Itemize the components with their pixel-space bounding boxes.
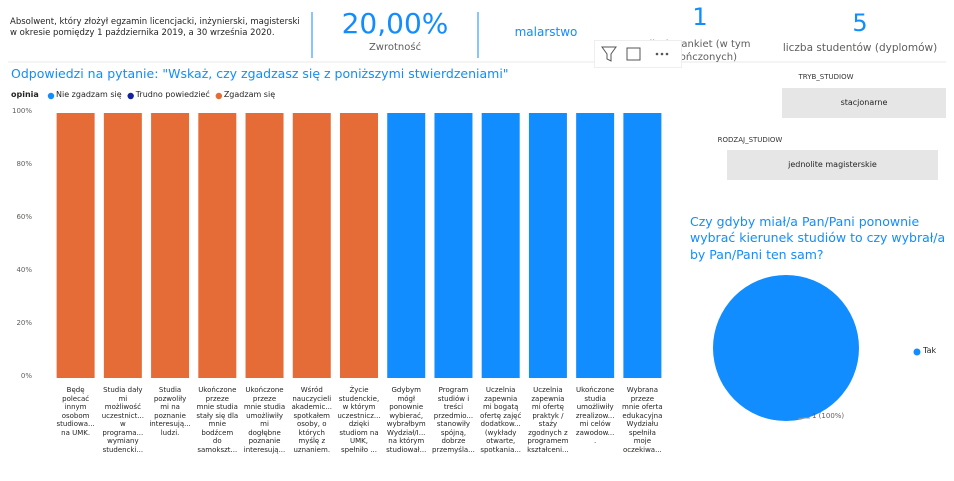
slicer-value[interactable]: jednolite magisterskie (727, 150, 938, 180)
x-tick-label: Studia pozwoliły mi na poznanie interesu… (149, 386, 191, 437)
focus-icon[interactable] (626, 47, 641, 61)
description: Absolwent, który złożył egzamin licencja… (10, 17, 300, 38)
kpi-label: Zwrotność (368, 42, 422, 53)
legend-label: Zgadzam się (223, 90, 276, 99)
toolbar-icons (601, 46, 669, 62)
bar-segment (434, 113, 473, 378)
legend-title: opinia (11, 90, 39, 99)
y-tick-label: 0% (20, 372, 32, 380)
legend-label: Trudno powiedzieć (135, 90, 210, 99)
legend-label: Nie zgadzam się (56, 90, 122, 99)
visual-toolbar[interactable] (594, 40, 682, 68)
x-tick-label: Program studiów i treści przedmio... sta… (432, 386, 475, 454)
more-icon[interactable] (665, 52, 669, 56)
bar-segment (623, 113, 662, 378)
slicer-title: TRYB_STUDIOW (798, 73, 854, 81)
legend-marker (47, 92, 55, 100)
y-tick-label: 80% (16, 160, 32, 168)
data-label: 1 (100%) (812, 412, 845, 420)
x-tick-label: Ukończone przeze mnie studia stały się d… (196, 386, 239, 454)
kpi-value: malarstwo (514, 25, 578, 39)
y-tick-label: 20% (16, 319, 32, 327)
x-tick-label: Uczelnia zapewnia mi ofertę praktyk / st… (527, 386, 569, 454)
legend-marker (127, 92, 134, 100)
x-tick-label: Studia dały mi możliwość uczestnict... w… (101, 386, 144, 454)
y-tick-label: 40% (16, 266, 32, 274)
bar-segment (340, 113, 378, 378)
chart-title: Czy gdyby miał/a Pan/Pani ponownie wybra… (690, 214, 946, 262)
x-tick-label: Uczelnia zapewnia mi bogatą ofertę zajęć… (480, 386, 522, 454)
y-tick-label: 100% (11, 107, 32, 115)
x-tick-label: Gdybym mógł ponownie wybierać, wybrałbym… (386, 386, 427, 454)
bar-segment (528, 113, 567, 378)
kpi-label: liczba studentów (dyplomów) (782, 42, 938, 54)
kpi-value: 5 (852, 9, 868, 37)
pie-slice (713, 275, 859, 421)
legend-label: Tak (923, 346, 937, 355)
slicer-title: RODZAJ_STUDIOW (717, 136, 783, 144)
kpi-value: 20,00% (341, 7, 449, 40)
bar-segment (387, 113, 426, 378)
legend-marker (215, 92, 223, 100)
y-tick-label: 60% (16, 213, 32, 221)
bar-segment (245, 113, 284, 378)
kpi-value: 1 (692, 3, 708, 31)
slicer-value[interactable]: stacjonarne (782, 88, 946, 118)
more-icon[interactable] (655, 52, 659, 56)
bar-segment (151, 113, 190, 378)
x-tick-label: Wybrana przeze mnie oferta edukacyjna Wy… (622, 386, 663, 454)
legend-marker (913, 348, 921, 356)
x-tick-label: Ukończone przeze mnie studia umożliwiły … (243, 386, 286, 454)
bar-segment (56, 113, 95, 378)
bar-segment (198, 113, 237, 378)
x-tick-label: Ukończone studia umożliwiły zrealizow...… (575, 386, 615, 446)
more-icon[interactable] (660, 52, 664, 56)
leader-line (797, 417, 810, 420)
bar-segment (481, 113, 520, 378)
x-tick-label: Życie studenckie, w którym uczestnicz...… (337, 386, 381, 454)
bar-segment (292, 113, 331, 378)
bar-segment (103, 113, 142, 378)
chart-title: Odpowiedzi na pytanie: "Wskaż, czy zgadz… (11, 66, 509, 81)
filter-icon[interactable] (601, 46, 617, 62)
x-tick-label: Będę polecać innym osobom studiowa... na… (56, 386, 95, 437)
x-tick-label: Wśród nauczycieli akademic... spotkałem … (291, 386, 333, 454)
bar-segment (576, 113, 615, 378)
